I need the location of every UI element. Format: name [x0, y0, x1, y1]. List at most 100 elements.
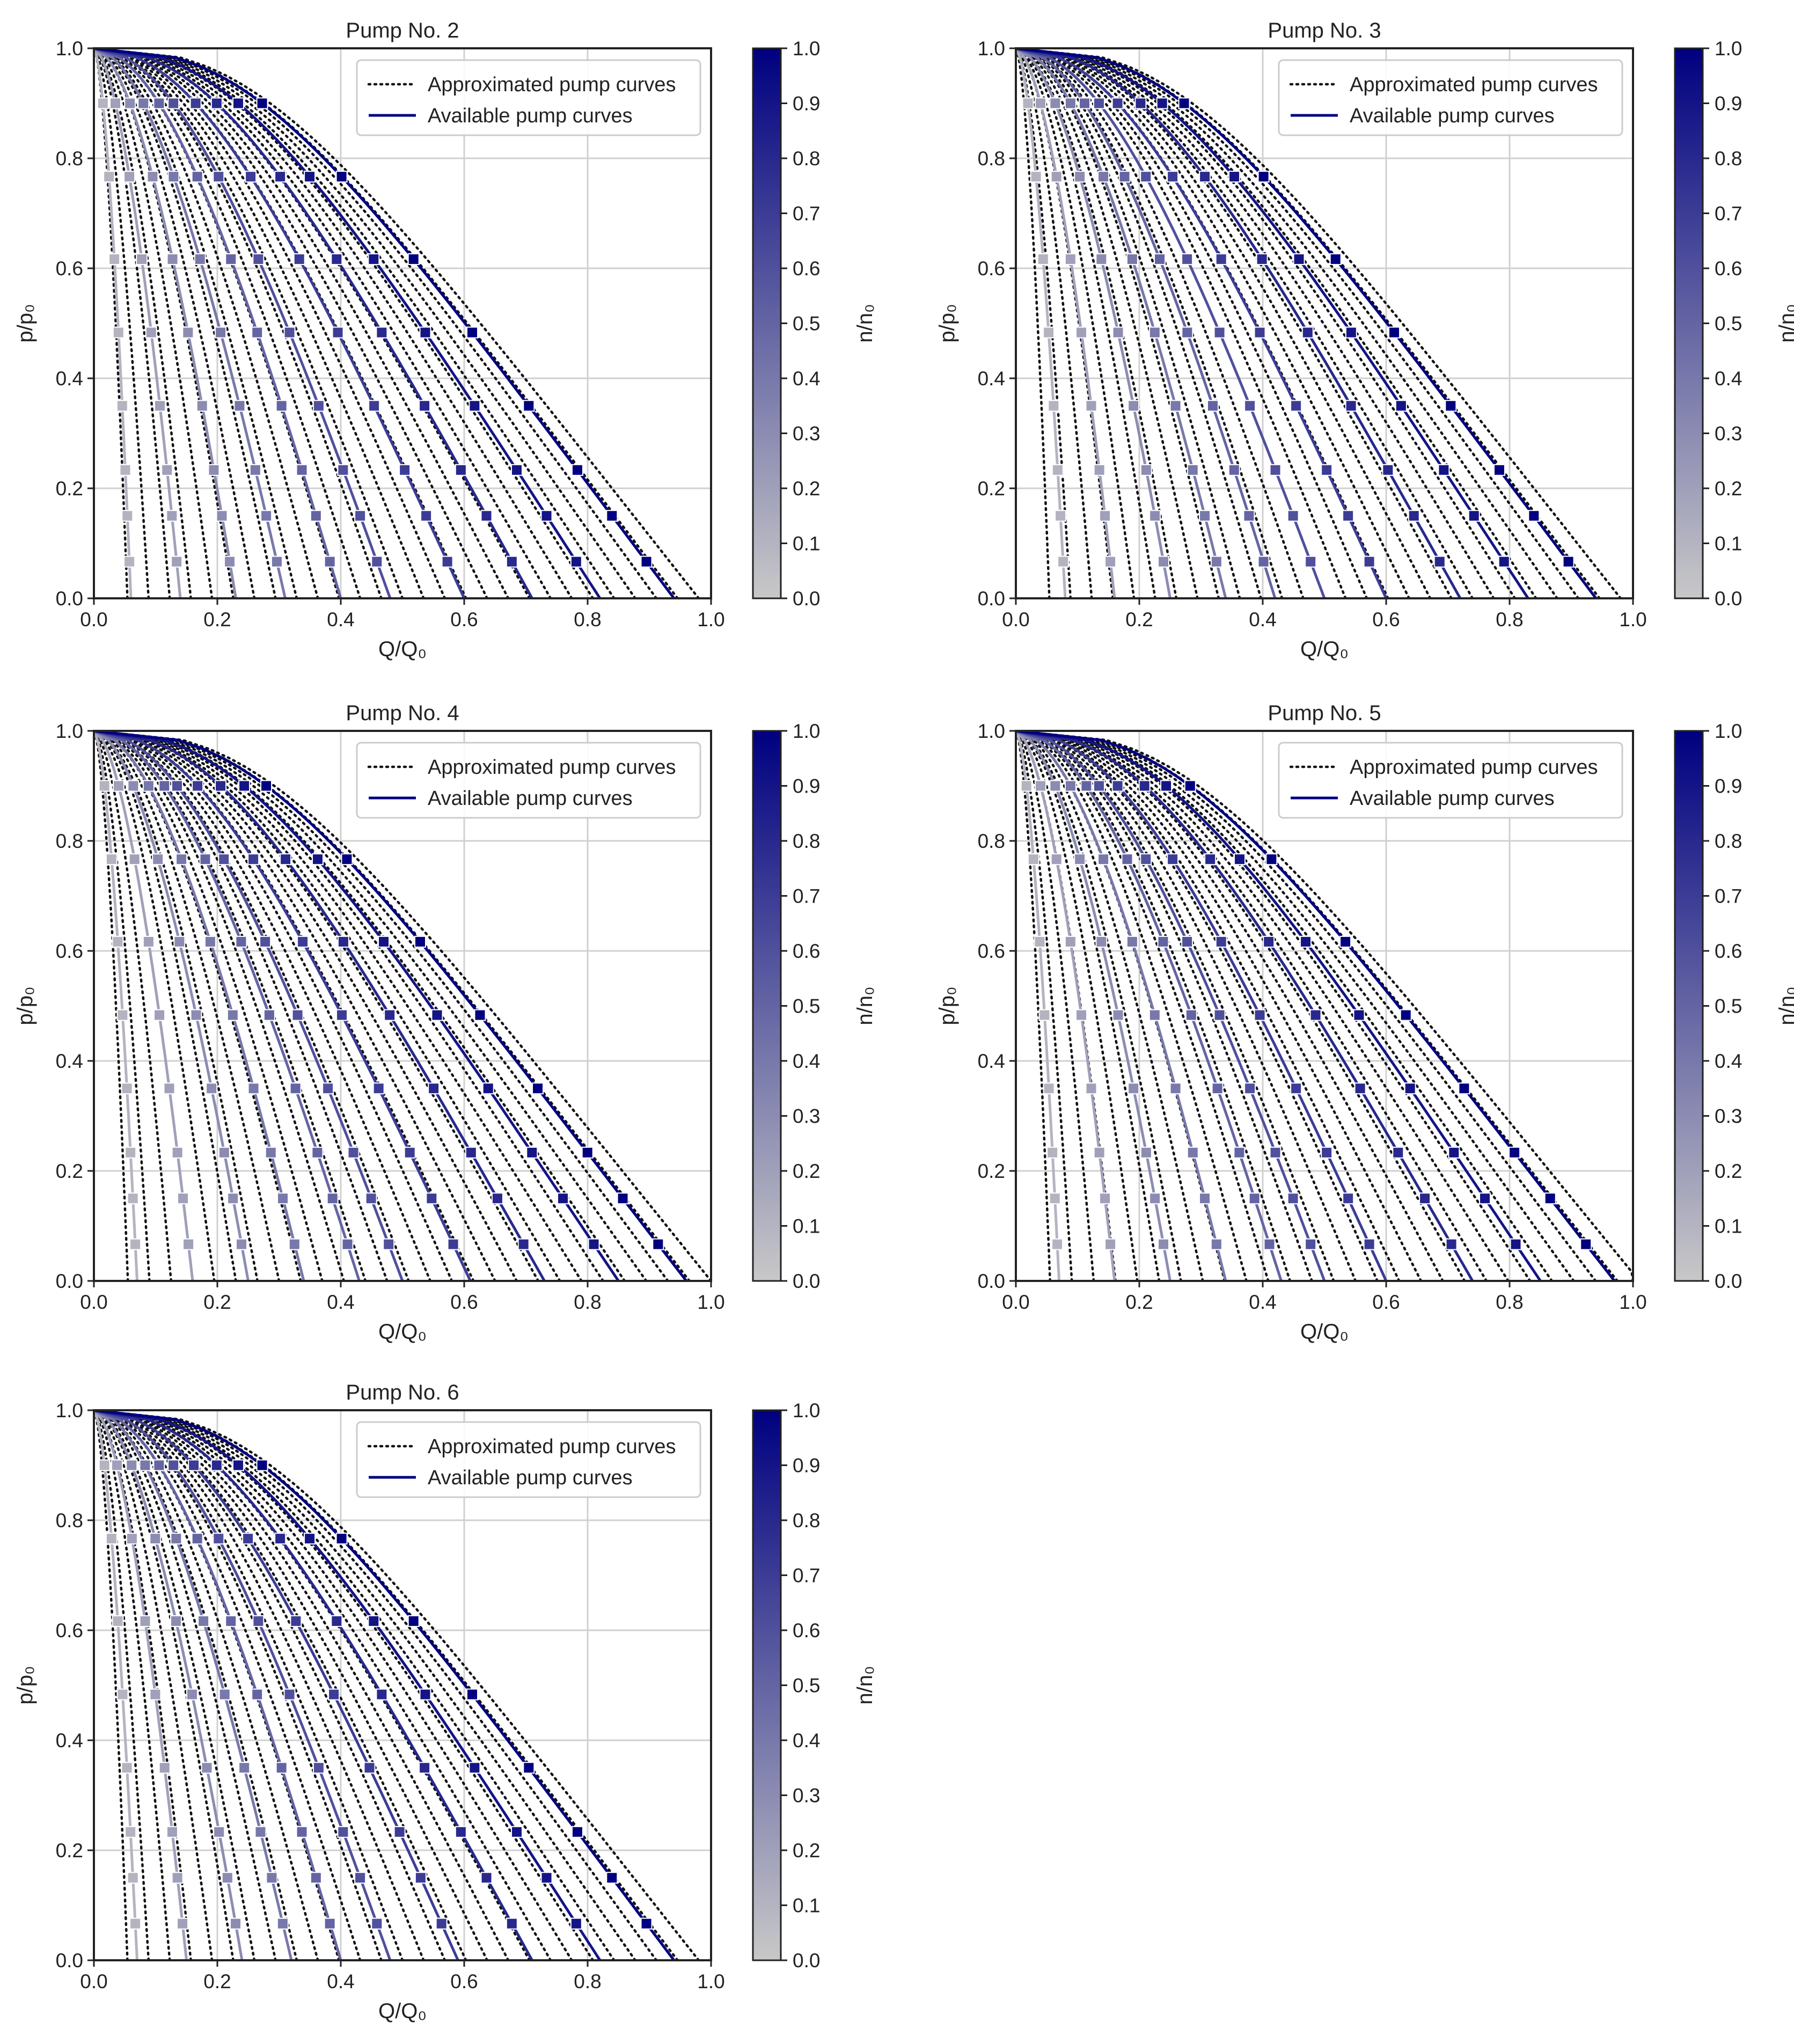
available-curve [94, 731, 305, 1281]
curve-marker [482, 1082, 494, 1095]
x-axis-label: Q/Q₀ [1300, 1320, 1349, 1344]
colorbar-tick-label: 0.3 [793, 423, 820, 445]
curve-marker [571, 464, 583, 476]
curve-marker [1448, 1146, 1460, 1159]
curve-marker [426, 1192, 438, 1205]
approximated-curve [94, 1410, 616, 1960]
curve-marker [1160, 780, 1173, 792]
y-tick-label: 0.8 [56, 148, 83, 170]
y-tick-label: 1.0 [56, 720, 83, 742]
curve-marker [368, 400, 380, 412]
curve-marker [1309, 1009, 1322, 1021]
curve-marker [127, 1192, 139, 1205]
curve-marker [474, 1009, 486, 1021]
approximated-curve [94, 48, 298, 598]
curve-marker [171, 555, 183, 568]
curve-marker [1269, 1146, 1282, 1159]
curve-marker [1244, 400, 1256, 412]
curve-marker [1458, 1082, 1470, 1095]
approximated-curve [94, 48, 256, 598]
curve-marker [310, 510, 322, 522]
curve-marker [383, 1238, 395, 1250]
y-tick-label: 0.6 [56, 940, 83, 962]
plot-frame [93, 730, 712, 1282]
curve-marker [523, 400, 535, 412]
y-tick-label: 1.0 [978, 38, 1005, 60]
curve-marker [1382, 464, 1394, 476]
approximated-curve [94, 1410, 552, 1960]
curve-marker [158, 1762, 171, 1774]
curve-marker [218, 1146, 230, 1159]
curve-marker [365, 1192, 377, 1205]
curve-marker [1206, 400, 1219, 412]
approximated-curve [94, 731, 173, 1281]
curve-marker [331, 1615, 343, 1627]
curve-marker [1287, 1192, 1299, 1205]
y-tick-label: 0.2 [978, 1160, 1005, 1182]
curve-marker [161, 464, 173, 476]
available-curve [1016, 48, 1597, 598]
curve-marker [218, 853, 230, 866]
curve-marker [204, 935, 216, 948]
colorbar-gradient [752, 730, 782, 1282]
approximated-curve [94, 731, 410, 1281]
approximated-curve [94, 731, 669, 1281]
curve-marker [196, 400, 208, 412]
curve-marker [270, 555, 283, 568]
approximated-curve [1016, 731, 1292, 1281]
curve-marker [1256, 253, 1268, 265]
approximated-curve [94, 1410, 214, 1960]
curve-marker [128, 853, 141, 866]
approximated-curve [94, 1410, 235, 1960]
curve-marker [112, 326, 125, 339]
curve-marker [1204, 853, 1217, 866]
curve-marker [1099, 510, 1111, 522]
curve-marker [245, 171, 257, 183]
curve-marker [1301, 326, 1314, 339]
curve-marker [372, 1082, 385, 1095]
colorbar-tick-label: 0.4 [793, 368, 820, 390]
y-tick-label: 0.6 [56, 1620, 83, 1642]
panel-title: Pump No. 5 [1268, 701, 1381, 725]
curve-marker [208, 464, 220, 476]
approximated-curve [94, 731, 432, 1281]
curve-marker [1468, 510, 1480, 522]
y-tick-label: 0.2 [56, 478, 83, 500]
y-tick-label: 0.0 [56, 588, 83, 610]
legend-box [356, 742, 701, 819]
curve-marker [407, 1615, 420, 1627]
colorbar-tick-label: 0.3 [1715, 1105, 1742, 1127]
curve-marker [1199, 1192, 1211, 1205]
available-curve [1016, 731, 1060, 1281]
curve-marker [1080, 780, 1093, 792]
curve-marker [510, 1826, 523, 1838]
y-tick-label: 0.4 [978, 368, 1005, 390]
approximated-curve [1016, 731, 1095, 1281]
colorbar-gradient [1674, 730, 1704, 1282]
curve-marker [414, 935, 426, 948]
x-tick-label: 0.6 [450, 1291, 478, 1313]
curve-marker [280, 853, 292, 866]
curve-marker [260, 780, 273, 792]
curve-marker [335, 171, 348, 183]
curve-marker [232, 1459, 244, 1471]
available-curve [1016, 731, 1116, 1281]
curve-marker [1127, 400, 1140, 412]
curve-marker [363, 1762, 376, 1774]
approximated-curve [1016, 48, 1495, 598]
curve-marker [197, 1615, 210, 1627]
curve-marker [129, 1238, 142, 1250]
curves [94, 731, 711, 1281]
curve-marker [414, 1872, 427, 1884]
curve-marker [1034, 780, 1046, 792]
x-tick-label: 0.6 [450, 1970, 478, 1992]
available-curve [1016, 48, 1067, 598]
panel-title: Pump No. 4 [346, 701, 459, 725]
curve-marker [324, 1917, 336, 1930]
curve-marker [311, 1146, 324, 1159]
curve-marker [153, 1009, 166, 1021]
x-tick-label: 0.0 [1002, 1291, 1029, 1313]
curve-marker [111, 1459, 123, 1471]
colorbar-tick-label: 0.2 [793, 1840, 820, 1862]
curve-marker [276, 1917, 289, 1930]
